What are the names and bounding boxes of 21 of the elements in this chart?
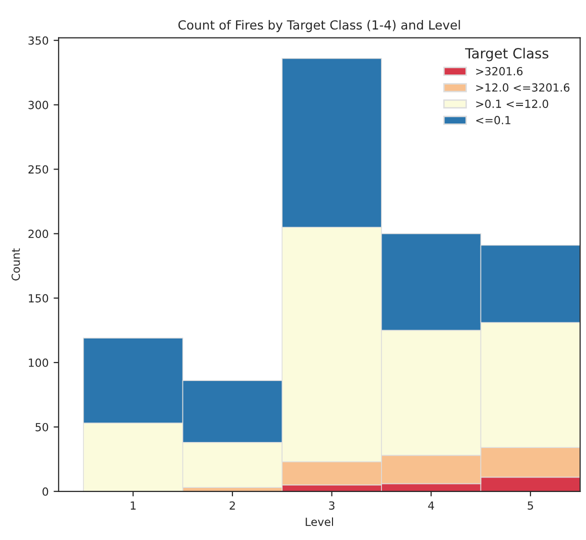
y-tick-label: 150 — [28, 294, 48, 302]
y-tick-label: 250 — [28, 165, 48, 174]
y-axis-title: Count — [12, 248, 20, 280]
y-tick-label: 350 — [28, 36, 48, 45]
legend-label: >0.1 <=12.0 — [476, 100, 548, 108]
y-tick-label: 0 — [42, 487, 48, 496]
x-tick-label: 5 — [528, 501, 534, 510]
legend-label: <=0.1 — [476, 116, 510, 124]
y-tick-label: 100 — [28, 358, 48, 367]
x-tick-label: 1 — [130, 501, 136, 510]
x-tick-label: 3 — [329, 501, 334, 510]
y-tick-label: 50 — [36, 422, 48, 432]
chart-title: Count of Fires by Target Class (1-4) and Level — [178, 20, 460, 32]
legend-label: >3201.6 — [476, 66, 523, 76]
y-tick-label: 200 — [28, 230, 48, 238]
legend-label: >12.0 <=3201.6 — [476, 83, 570, 92]
y-tick-label: 300 — [28, 100, 48, 110]
x-axis-title: Level — [306, 517, 333, 526]
x-tick-label: 2 — [230, 501, 235, 510]
legend-title: Target Class — [465, 48, 548, 62]
x-tick-label: 4 — [428, 501, 434, 510]
